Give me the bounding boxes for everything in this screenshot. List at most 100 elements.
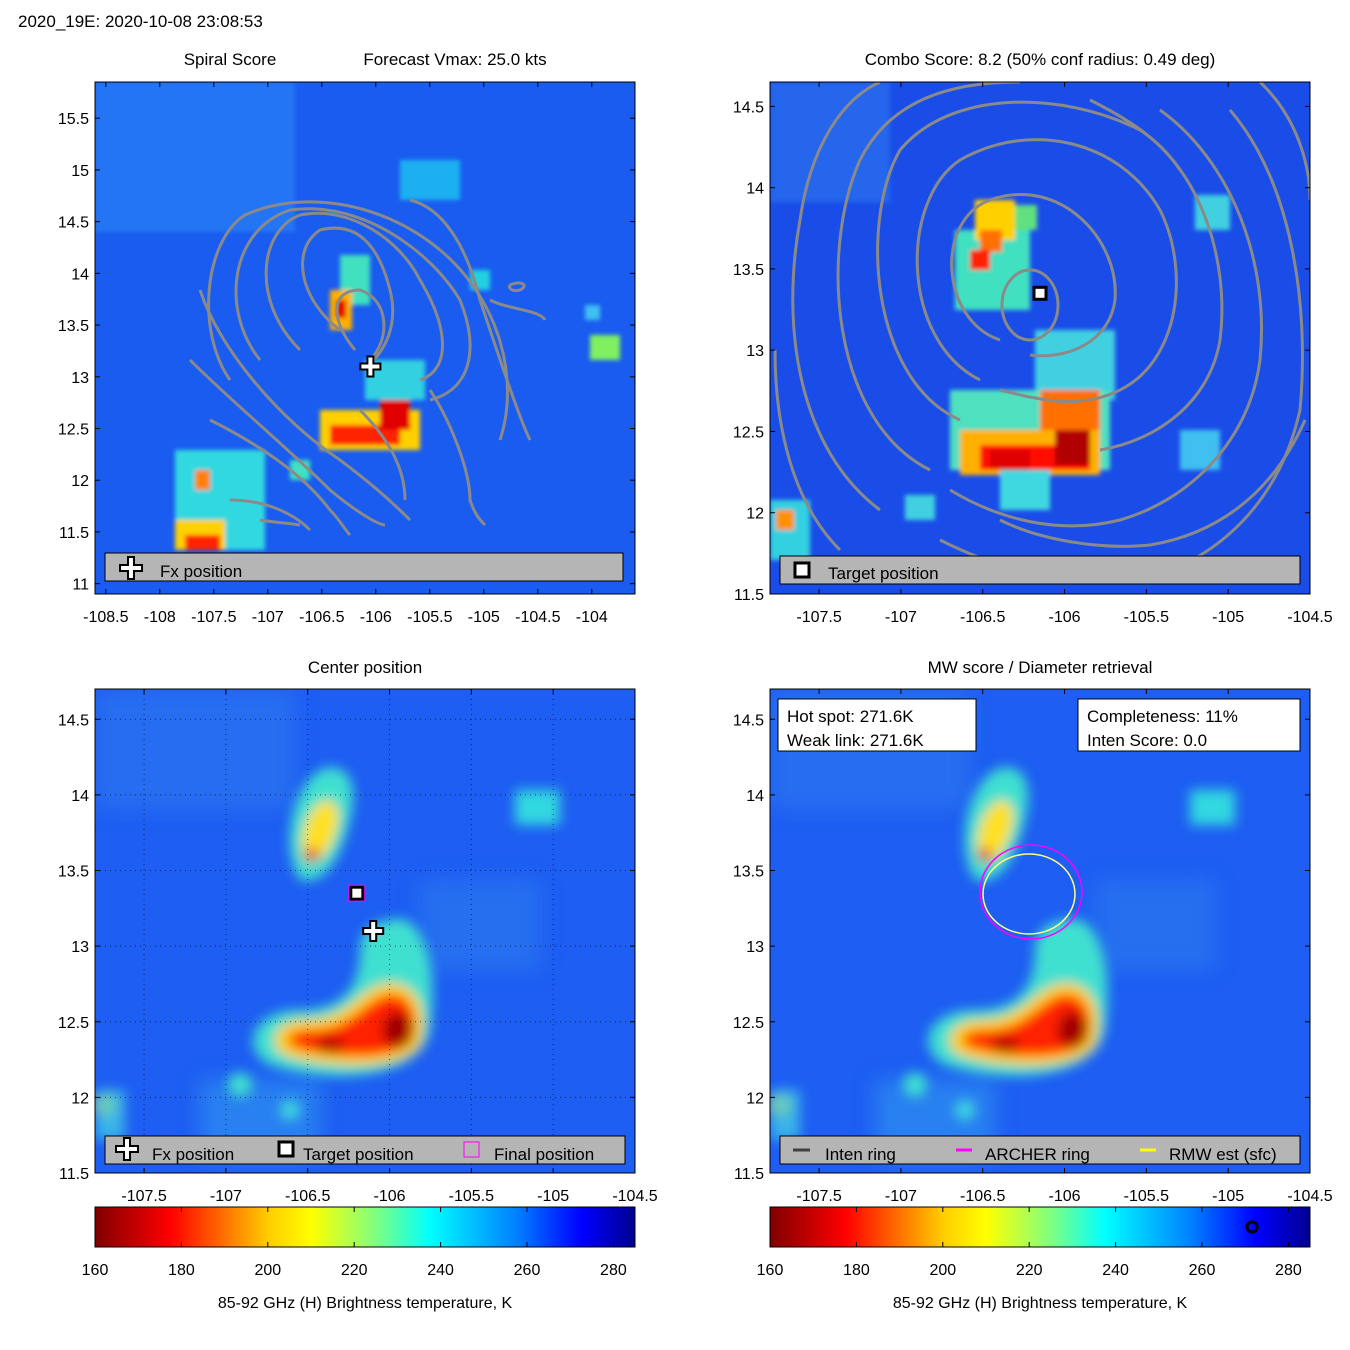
colorbar-tick-label: 260	[514, 1262, 541, 1279]
spiral-xtick-label: -105.5	[407, 609, 452, 626]
fx-position-icon	[119, 556, 143, 580]
combo-ytick-label: 13.5	[733, 262, 764, 279]
center-ytick-label: 12	[71, 1090, 89, 1107]
spiral-frame	[94, 81, 636, 595]
colorbar-tick-label: 280	[600, 1262, 627, 1279]
mw-ytick-label: 14	[746, 788, 764, 805]
combo-title: Combo Score: 8.2 (50% conf radius: 0.49 …	[864, 50, 1216, 69]
figure-header: 2020_19E: 2020-10-08 23:08:53	[18, 12, 263, 31]
inten-score-text: Inten Score: 0.0	[1087, 731, 1207, 750]
center-ytick-label: 11.5	[59, 1166, 89, 1183]
combo-ytick-label: 11.5	[734, 587, 764, 604]
spiral-ytick-label: 11	[72, 577, 89, 594]
colorbar-tick-label: 240	[1102, 1262, 1129, 1279]
colorbar-tick-label: 280	[1275, 1262, 1302, 1279]
rmw-ring	[982, 853, 1076, 935]
spiral-xtick-label: -108.5	[83, 609, 128, 626]
completeness-text: Completeness: 11%	[1087, 707, 1238, 726]
mw-legend: Inten ring ARCHER ring RMW est (sfc)	[779, 1135, 1301, 1165]
combo-target-marker	[1032, 285, 1048, 301]
combo-ytick-label: 12.5	[733, 424, 764, 441]
combo-ticks: -107.5 -107 -106.5 -106 -105.5 -105 -104.5 11.5…	[733, 82, 1333, 626]
combo-ytick-label: 14.5	[733, 99, 764, 116]
spiral-xtick-label: -107.5	[191, 609, 236, 626]
center-legend-fx-label: Fx position	[152, 1145, 234, 1164]
center-ticks: -107.5 -107 -106.5 -106 -105.5 -105 -104.5 11.5…	[58, 689, 658, 1205]
colorbar-tick-label: 220	[341, 1262, 368, 1279]
mw-xtick-label: -104.5	[1287, 1188, 1332, 1205]
colorbar-tick-label: 220	[1016, 1262, 1043, 1279]
center-legend: Fx position Target position Final positi…	[104, 1135, 626, 1165]
combo-xtick-label: -106	[1049, 609, 1081, 626]
center-ytick-label: 13	[71, 939, 89, 956]
center-grid	[95, 689, 635, 1173]
colorbar-tick-label: 180	[843, 1262, 870, 1279]
combo-xtick-label: -105	[1212, 609, 1244, 626]
spiral-heatmap	[95, 82, 635, 594]
center-xtick-label: -105.5	[449, 1188, 494, 1205]
center-xtick-label: -107.5	[121, 1188, 166, 1205]
spiral-xtick-label: -105	[468, 609, 500, 626]
combo-contours	[773, 82, 1310, 585]
target-position-marker	[349, 885, 365, 901]
archer-ring	[979, 844, 1083, 940]
fx-position-marker	[362, 920, 385, 942]
center-legend-final-label: Final position	[494, 1145, 594, 1164]
spiral-xtick-label: -106.5	[299, 609, 344, 626]
mw-xtick-label: -106.5	[960, 1188, 1005, 1205]
combo-legend-target-label: Target position	[828, 564, 939, 583]
mw-legend-inten-label: Inten ring	[825, 1145, 896, 1164]
colorbar-tick-label: 240	[427, 1262, 454, 1279]
spiral-ytick-label: 13.5	[58, 318, 89, 335]
spiral-legend-fx-label: Fx position	[160, 562, 242, 581]
mw-legend-archer-label: ARCHER ring	[985, 1145, 1090, 1164]
center-markers	[348, 884, 385, 942]
spiral-legend: Fx position	[104, 552, 624, 582]
hot-spot-text: Hot spot: 271.6K	[787, 707, 914, 726]
combo-xtick-label: -104.5	[1287, 609, 1332, 626]
spiral-title-left: Spiral Score	[183, 50, 277, 69]
center-ytick-label: 14.5	[58, 712, 89, 729]
mw-ticks: -107.5 -107 -106.5 -106 -105.5 -105 -104.5 11.5…	[733, 689, 1333, 1205]
mw-legend-rmw-label: RMW est (sfc)	[1169, 1145, 1277, 1164]
target-position-icon	[277, 1140, 295, 1158]
mw-title: MW score / Diameter retrieval	[927, 658, 1153, 677]
mw-ytick-label: 12.5	[733, 1015, 764, 1032]
combo-ytick-label: 14	[746, 181, 764, 198]
spiral-ticks: -108.5 -108 -107.5 -107 -106.5 -106 -105.5 -105…	[58, 82, 635, 626]
center-xtick-label: -107	[210, 1188, 242, 1205]
spiral-title-right: Forecast Vmax: 25.0 kts	[363, 50, 547, 69]
combo-xtick-label: -107	[885, 609, 917, 626]
combo-panel: -107.5 -107 -106.5 -106 -105.5 -105 -104.5 11.5…	[733, 81, 1333, 626]
mw-ytick-label: 13.5	[733, 864, 764, 881]
target-position-icon	[793, 561, 811, 579]
center-xtick-label: -106.5	[285, 1188, 330, 1205]
center-panel: -107.5 -107 -106.5 -106 -105.5 -105 -104.5 11.5…	[58, 688, 658, 1205]
mw-colorbar-label: 85-92 GHz (H) Brightness temperature, K	[893, 1295, 1188, 1312]
spiral-ytick-label: 15	[71, 163, 89, 180]
mw-ytick-label: 12	[746, 1090, 764, 1107]
colorbar-tick-label: 200	[929, 1262, 956, 1279]
mw-info-left: Hot spot: 271.6K Weak link: 271.6K	[777, 698, 977, 752]
spiral-ytick-label: 11.5	[59, 525, 89, 542]
center-colorbar-label: 85-92 GHz (H) Brightness temperature, K	[218, 1295, 513, 1312]
combo-ytick-label: 13	[746, 343, 764, 360]
weak-link-text: Weak link: 271.6K	[787, 731, 924, 750]
center-ytick-label: 12.5	[58, 1015, 89, 1032]
mw-xtick-label: -107	[885, 1188, 917, 1205]
colorbar-tick-label: 160	[82, 1262, 109, 1279]
combo-xtick-label: -106.5	[960, 609, 1005, 626]
center-frame	[94, 688, 636, 1174]
fx-position-icon	[115, 1137, 139, 1161]
colorbar-tick-label: 260	[1189, 1262, 1216, 1279]
colorbar-tick-label: 180	[168, 1262, 195, 1279]
spiral-xtick-label: -104	[576, 609, 608, 626]
combo-xtick-label: -107.5	[796, 609, 841, 626]
mw-xtick-label: -105.5	[1124, 1188, 1169, 1205]
mw-heatmap	[770, 689, 1310, 1173]
spiral-xtick-label: -107	[252, 609, 284, 626]
spiral-xtick-label: -104.5	[515, 609, 560, 626]
spiral-xtick-label: -108	[144, 609, 176, 626]
mw-xtick-label: -107.5	[796, 1188, 841, 1205]
